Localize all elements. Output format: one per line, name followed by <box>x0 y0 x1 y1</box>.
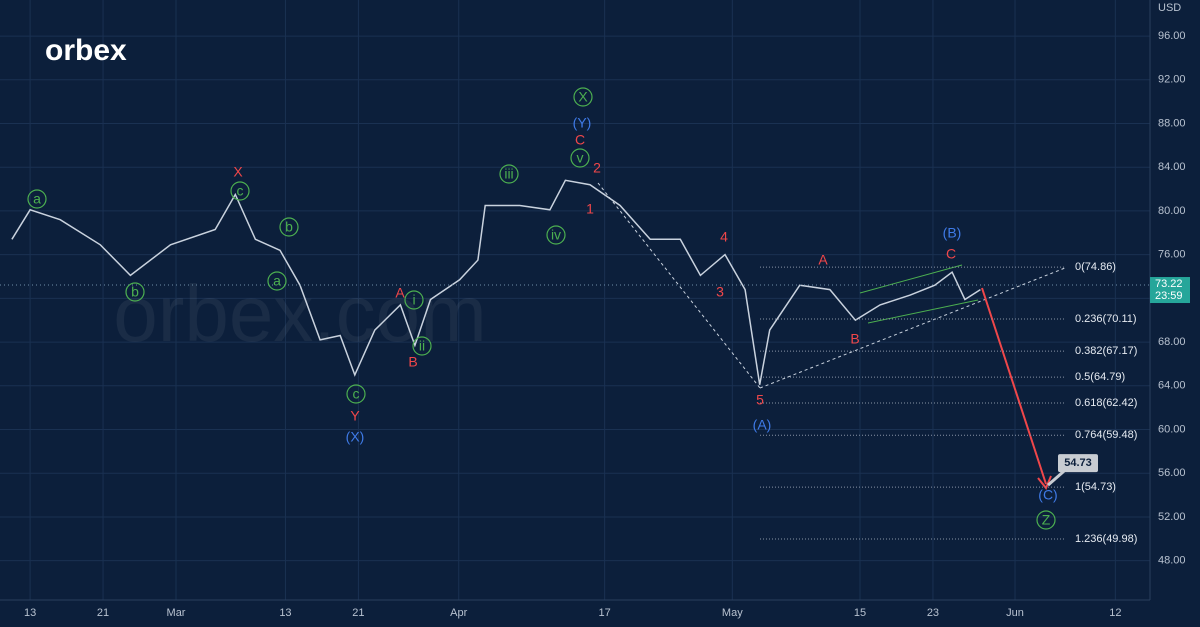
y-tick-label: 68.00 <box>1158 336 1186 348</box>
y-tick-label: 84.00 <box>1158 161 1186 173</box>
wave-circle <box>570 148 590 168</box>
wave-label: 5 <box>756 392 764 408</box>
target-label: 54.73 <box>1064 457 1092 469</box>
wave-label: iv <box>551 227 561 243</box>
price-tag-label: 73.22 <box>1155 278 1183 290</box>
wave-label: ii <box>419 338 425 354</box>
wave-label: c <box>237 183 244 199</box>
wave-circle <box>27 189 47 209</box>
target-connector <box>1047 469 1065 487</box>
currency: USD <box>1158 2 1181 14</box>
wave-circle <box>573 87 593 107</box>
fib-label: 0.236(70.11) <box>1075 313 1137 325</box>
x-tick-label: Apr <box>450 607 467 619</box>
wave-label: (X) <box>346 429 365 445</box>
wave-label: X <box>578 89 588 105</box>
wave-label: C <box>575 132 585 148</box>
wave-label: c <box>353 386 360 402</box>
wave-circle <box>230 181 250 201</box>
wave-circle <box>267 271 287 291</box>
wave-label: Z <box>1042 512 1051 528</box>
grid <box>0 0 1150 600</box>
y-tick-label: 88.00 <box>1158 117 1186 129</box>
y-tick-label: 56.00 <box>1158 467 1186 479</box>
x-tick-label: 23 <box>927 607 939 619</box>
x-tick-label: 12 <box>1109 607 1121 619</box>
x-tick-label: 13 <box>279 607 291 619</box>
forecast-arrow <box>981 287 1047 485</box>
countdown-label: 23:59 <box>1155 290 1183 302</box>
x-tick-label: 21 <box>352 607 364 619</box>
x-tick-label: 15 <box>854 607 866 619</box>
wave-label: (C) <box>1038 487 1057 503</box>
y-tick-label: 52.00 <box>1158 511 1186 523</box>
wave-label: B <box>850 331 859 347</box>
wave-label: Y <box>350 408 360 424</box>
x-tick-label: May <box>722 607 743 619</box>
y-tick-label: 80.00 <box>1158 205 1186 217</box>
x-tick-label: 17 <box>599 607 611 619</box>
y-tick-label: 96.00 <box>1158 30 1186 42</box>
wave-label: 1 <box>586 201 594 217</box>
wave-label: i <box>412 292 415 308</box>
fib-label: 0.618(62.42) <box>1075 397 1137 409</box>
fib-label: 0.382(67.17) <box>1075 345 1137 357</box>
x-tick-label: 21 <box>97 607 109 619</box>
price-tag <box>1150 277 1190 304</box>
x-tick-label: Jun <box>1006 607 1024 619</box>
fib-label: 1.236(49.98) <box>1075 533 1137 545</box>
wave-label: C <box>946 246 956 262</box>
trendline <box>759 267 1066 389</box>
wave-circle <box>546 225 566 245</box>
wave-label: v <box>577 150 584 166</box>
fib-label: 0(74.86) <box>1075 261 1116 273</box>
price-line <box>11 179 981 385</box>
wave-label: a <box>33 191 41 207</box>
wave-circle <box>125 282 145 302</box>
wave-label: a <box>273 273 281 289</box>
wave-circle <box>1036 510 1056 530</box>
wave-label: A <box>818 252 828 268</box>
logo: orbex <box>45 34 127 67</box>
wave-circle <box>412 336 432 356</box>
wave-label: (B) <box>943 225 962 241</box>
wave-circle <box>346 384 366 404</box>
wave-label: b <box>131 284 139 300</box>
y-tick-label: 60.00 <box>1158 423 1186 435</box>
wave-label: b <box>285 219 293 235</box>
wave-label: 4 <box>720 229 728 245</box>
wave-circle <box>499 164 519 184</box>
wave-label: 2 <box>593 160 601 176</box>
x-tick-label: Mar <box>167 607 186 619</box>
wave-label: B <box>408 354 417 370</box>
wave-label: (A) <box>753 417 772 433</box>
y-tick-label: 92.00 <box>1158 74 1186 86</box>
fib-label: 0.5(64.79) <box>1075 371 1125 383</box>
wave-label: iii <box>504 166 513 182</box>
fib-label: 0.764(59.48) <box>1075 429 1137 441</box>
arrow-head <box>1037 475 1052 490</box>
y-tick-label: 76.00 <box>1158 249 1186 261</box>
wave-label: 3 <box>716 284 724 300</box>
wave-circle <box>279 217 299 237</box>
wave-label: A <box>395 285 405 301</box>
trendline <box>597 182 761 389</box>
channel-line <box>859 264 963 294</box>
fib-label: 1(54.73) <box>1075 481 1116 493</box>
target-tag <box>1058 454 1098 473</box>
wave-label: (Y) <box>573 115 592 131</box>
wave-label: X <box>233 164 243 180</box>
wave-circle <box>404 290 424 310</box>
y-tick-label: 48.00 <box>1158 555 1186 567</box>
x-tick-label: 13 <box>24 607 36 619</box>
y-tick-label: 64.00 <box>1158 380 1186 392</box>
